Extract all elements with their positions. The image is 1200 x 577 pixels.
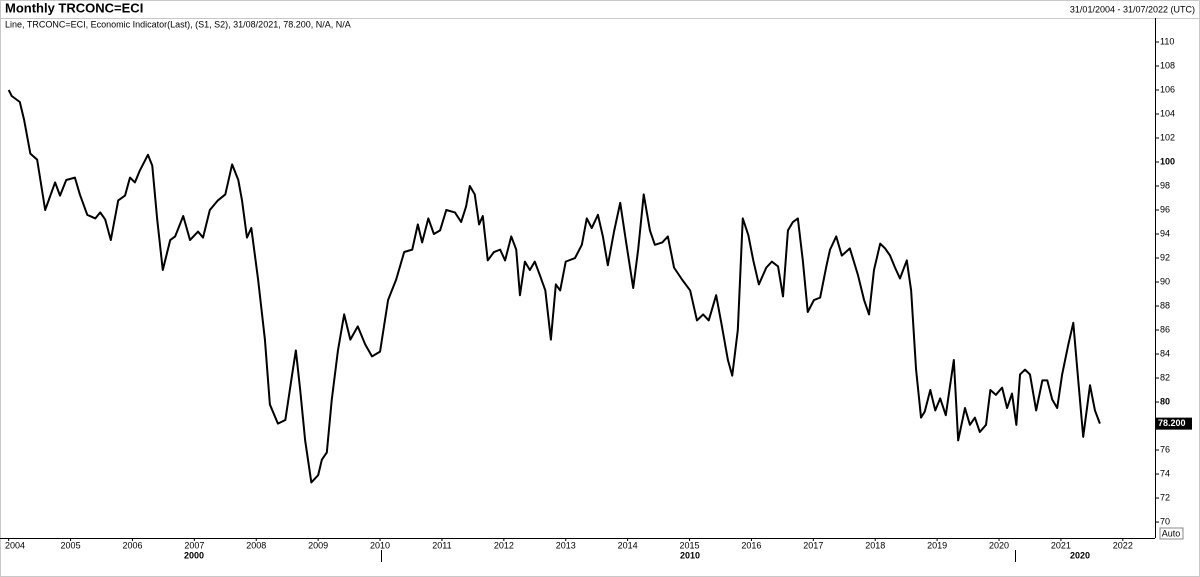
- x-tick-label: 2020: [989, 540, 1009, 550]
- y-tick-label: 74: [1160, 468, 1170, 478]
- last-value-label: 78.200: [1158, 418, 1186, 428]
- legend-text: Line, TRCONC=ECI, Economic Indicator(Las…: [5, 19, 351, 29]
- y-tick-label: 106: [1160, 84, 1175, 94]
- x-tick-label: 2009: [308, 540, 328, 550]
- y-tick-label: 96: [1160, 204, 1170, 214]
- y-tick-label: 110: [1160, 36, 1174, 46]
- x-tick-label: 2007: [184, 540, 204, 550]
- auto-label[interactable]: Auto: [1162, 528, 1181, 538]
- x-tick-label: 2013: [556, 540, 576, 550]
- x-major-label: 2000: [184, 550, 204, 560]
- x-tick-label: 2015: [680, 540, 700, 550]
- y-tick-label: 70: [1160, 516, 1170, 526]
- x-tick-label: 2016: [741, 540, 761, 550]
- x-major-label: 2010: [680, 550, 700, 560]
- y-tick-label: 88: [1160, 300, 1170, 310]
- last-value-tag: [1156, 417, 1192, 430]
- x-tick-label: 2014: [618, 540, 638, 550]
- y-tick-label: 72: [1160, 492, 1170, 502]
- chart-title: Monthly TRCONC=ECI: [5, 0, 143, 15]
- x-tick-label: 2005: [61, 540, 81, 550]
- date-range: 31/01/2004 - 31/07/2022 (UTC): [1070, 4, 1195, 14]
- x-tick-label: 2022: [1113, 540, 1133, 550]
- y-tick-label: 102: [1160, 132, 1175, 142]
- y-tick-label: 86: [1160, 324, 1170, 334]
- x-tick-label: 2004: [5, 540, 25, 550]
- y-tick-label: 76: [1160, 444, 1170, 454]
- x-major-label: 2020: [1070, 550, 1090, 560]
- y-tick-label: 100: [1160, 156, 1175, 166]
- y-tick-label: 90: [1160, 276, 1170, 286]
- y-tick-label: 104: [1160, 108, 1175, 118]
- y-tick-label: 82: [1160, 372, 1170, 382]
- y-tick-label: 94: [1160, 228, 1170, 238]
- x-tick-label: 2021: [1051, 540, 1071, 550]
- y-tick-label: 98: [1160, 180, 1170, 190]
- x-tick-label: 2017: [803, 540, 823, 550]
- x-tick-label: 2006: [122, 540, 142, 550]
- x-tick-label: 2018: [865, 540, 885, 550]
- y-tick-label: 92: [1160, 252, 1170, 262]
- x-tick-label: 2012: [494, 540, 514, 550]
- series-line: [7, 89, 1101, 484]
- x-tick-label: 2011: [432, 540, 451, 550]
- x-tick-label: 2019: [927, 540, 947, 550]
- y-tick-label: 84: [1160, 348, 1170, 358]
- x-tick-label: 2010: [370, 540, 390, 550]
- y-tick-label: 80: [1160, 396, 1170, 406]
- y-tick-label: 108: [1160, 60, 1175, 70]
- x-tick-label: 2008: [246, 540, 266, 550]
- auto-button[interactable]: [1159, 527, 1184, 540]
